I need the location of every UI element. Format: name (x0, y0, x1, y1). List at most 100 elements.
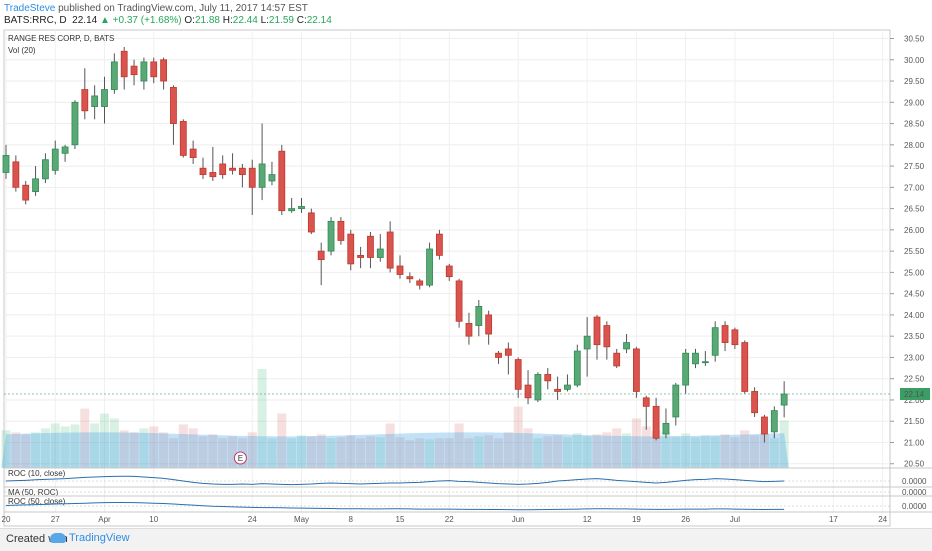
close-label: C: (296, 15, 307, 26)
volume-bar (444, 438, 454, 468)
candle-body (120, 50, 128, 78)
candle-body (130, 65, 138, 76)
y-tick-label: 29.50 (904, 77, 925, 86)
candle-body (298, 206, 305, 210)
volume-bar (297, 435, 306, 468)
x-tick-label: 10 (149, 515, 158, 524)
volume-bar (631, 418, 641, 468)
volume-bar (21, 434, 31, 468)
volume-bar (710, 436, 720, 468)
candle-body (761, 416, 768, 435)
low-value: 21.59 (268, 15, 294, 26)
candle-body (613, 352, 621, 367)
candle-body (22, 184, 30, 201)
earnings-marker (233, 451, 247, 465)
price-chart[interactable]: 30.50 30.00 29.50 29.00 28.50 28.00 27.50 27.00… (0, 28, 932, 528)
candle-body (780, 393, 788, 406)
volume-bar (40, 428, 50, 468)
volume-bar (178, 424, 188, 468)
volume-bar (208, 434, 218, 468)
volume-bar (336, 437, 346, 468)
high-label: H: (222, 15, 233, 26)
candle-body (81, 89, 89, 112)
volume-bar (100, 413, 109, 468)
volume-label: Vol (20) (8, 46, 36, 55)
candle-body (445, 265, 453, 278)
volume-bar (11, 432, 21, 468)
volume-bar (425, 439, 435, 468)
volume-bar (1, 430, 11, 468)
last-price-tag (900, 388, 930, 401)
volume-bar (740, 430, 750, 468)
volume-bar (592, 434, 602, 468)
volume-bar (464, 438, 474, 468)
open-value: 21.88 (194, 15, 220, 26)
x-tick-label: 24 (248, 515, 257, 524)
y-tick-label: 26.00 (904, 226, 925, 235)
volume-bar (60, 426, 70, 468)
volume-bar (247, 432, 257, 468)
volume-bar (267, 438, 277, 468)
volume-bar (691, 437, 700, 468)
volume-bar (700, 435, 710, 468)
volume-bar (553, 435, 563, 468)
candle-body (770, 410, 778, 433)
high-value: 22.44 (232, 15, 258, 26)
volume-ma-area (1, 432, 789, 468)
volume-bar (326, 438, 336, 468)
candle-body (495, 352, 502, 358)
volume-bar (484, 435, 494, 468)
earnings-marker-label: E (238, 454, 243, 463)
volume-bar (769, 438, 779, 468)
candle-body (573, 350, 581, 386)
candle-body (229, 167, 236, 171)
y-tick-label: 23.00 (904, 353, 925, 362)
volume-bar (503, 432, 513, 468)
candle-body (71, 101, 79, 146)
candle-body (544, 374, 552, 382)
volume-bar (681, 433, 691, 468)
tradingview-brand: TradingView (69, 532, 130, 544)
candle-body (623, 342, 630, 350)
volume-bar (287, 438, 297, 468)
candle-body (416, 280, 424, 286)
x-tick-label: 8 (349, 515, 354, 524)
candle-body (337, 220, 345, 241)
indicator-value: 0.0000 (902, 488, 927, 497)
volume-bar (434, 438, 444, 468)
volume-bar (306, 436, 316, 468)
x-tick-label: 22 (445, 515, 454, 524)
candle-body (672, 384, 680, 418)
y-tick-label: 25.00 (904, 268, 925, 277)
publish-info: published on TradingView.com, July 11, 2… (58, 3, 308, 14)
candle-body (12, 161, 20, 188)
candle-body (731, 329, 739, 346)
price-change: +0.37 (+1.68%) (112, 15, 182, 26)
y-tick-label: 21.00 (904, 438, 925, 447)
candle-body (258, 163, 266, 188)
author-link[interactable]: TradeSteve (4, 3, 56, 14)
y-tick-label: 23.50 (904, 332, 925, 341)
volume-bar (415, 438, 425, 468)
candle-body (327, 220, 335, 252)
cloud-icon (50, 533, 66, 543)
candle-body (711, 327, 719, 356)
volume-bar (602, 432, 612, 468)
candle-body (317, 250, 325, 261)
close-value: 22.14 (306, 15, 332, 26)
candle-body (91, 95, 99, 107)
tradingview-logo[interactable]: TradingView (50, 532, 130, 544)
volume-bar (474, 436, 484, 468)
candle-body (179, 121, 187, 156)
volume-bar (90, 423, 100, 468)
candle-body (642, 397, 650, 407)
candle-body (248, 167, 256, 188)
volume-bar (109, 418, 119, 468)
volume-bar (622, 433, 632, 468)
open-label: O: (184, 15, 195, 26)
y-tick-label: 26.50 (904, 205, 925, 214)
volume-bar (50, 423, 60, 468)
y-tick-label: 28.00 (904, 141, 925, 150)
volume-bar (80, 408, 90, 468)
volume-bar (168, 438, 178, 468)
